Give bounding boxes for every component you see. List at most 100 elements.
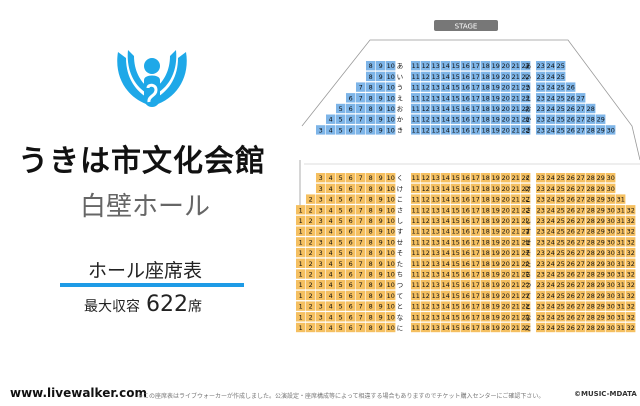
seat: 17 [471,290,481,301]
capacity-label: 最大収容 [84,299,140,315]
svg-text:8: 8 [369,249,373,257]
seat: 16 [461,301,471,311]
seat: 5 [336,226,346,236]
seat: 10 [386,312,396,322]
seat: 22 [521,82,531,92]
svg-text:14: 14 [442,313,450,321]
row-label: そ [525,249,531,257]
svg-text:22: 22 [522,238,530,246]
seat: 11 [411,71,421,82]
svg-text:20: 20 [502,126,510,134]
seat: 13 [431,183,441,194]
seat: 30 [606,247,616,258]
svg-text:8: 8 [369,116,373,124]
svg-text:24: 24 [547,281,555,289]
svg-text:23: 23 [537,105,545,113]
seat: 8 [366,61,376,71]
svg-text:28: 28 [587,303,595,311]
seat: 24 [546,71,556,82]
svg-text:14: 14 [442,196,450,204]
svg-text:8: 8 [369,94,373,102]
svg-text:9: 9 [379,116,383,124]
svg-text:22: 22 [522,196,530,204]
seat: 22 [521,322,531,333]
svg-text:14: 14 [442,84,450,92]
seat: 14 [441,269,451,279]
seat: 20 [501,215,511,226]
svg-text:1: 1 [299,260,303,268]
seat: 18 [481,61,491,71]
svg-text:13: 13 [432,281,440,289]
seat: 20 [501,322,511,333]
seat: 12 [421,114,431,124]
seat: 23 [536,280,546,290]
seat: 21 [511,290,521,301]
seat: 16 [461,269,471,279]
svg-text:22: 22 [522,84,530,92]
seat: 13 [431,215,441,226]
svg-text:2: 2 [309,271,313,279]
seat: 16 [461,280,471,290]
svg-text:20: 20 [502,281,510,289]
svg-text:9: 9 [379,260,383,268]
seat: 23 [536,247,546,258]
svg-text:12: 12 [422,324,430,332]
svg-text:12: 12 [422,185,430,193]
svg-text:29: 29 [597,185,605,193]
svg-text:3: 3 [319,174,323,182]
svg-text:19: 19 [492,196,500,204]
svg-text:1: 1 [299,303,303,311]
seat: 21 [511,103,521,114]
svg-text:11: 11 [412,292,420,300]
svg-text:3: 3 [319,206,323,214]
svg-text:10: 10 [387,303,395,311]
seat: 1 [296,215,306,226]
seat: 6 [346,125,356,135]
svg-text:16: 16 [462,228,470,236]
svg-text:8: 8 [369,206,373,214]
seat: 3 [316,226,326,236]
svg-text:14: 14 [442,206,450,214]
svg-text:14: 14 [442,126,450,134]
svg-text:23: 23 [537,174,545,182]
seat: 18 [481,280,491,290]
svg-text:20: 20 [502,105,510,113]
seat: 29 [596,269,606,279]
svg-text:3: 3 [319,324,323,332]
seat: 28 [586,312,596,322]
seat: 3 [316,173,326,183]
svg-text:32: 32 [627,303,635,311]
svg-text:2: 2 [309,249,313,257]
svg-text:29: 29 [597,313,605,321]
seat: 27 [576,226,586,236]
seat: 22 [521,215,531,226]
seat: 14 [441,322,451,333]
svg-text:25: 25 [557,303,565,311]
svg-text:2: 2 [309,206,313,214]
svg-text:15: 15 [452,62,460,70]
seat: 6 [346,237,356,247]
svg-text:13: 13 [432,249,440,257]
svg-text:2: 2 [309,238,313,246]
seat: 19 [491,247,501,258]
seat: 20 [501,71,511,82]
svg-text:30: 30 [607,217,615,225]
svg-text:18: 18 [482,238,490,246]
svg-text:5: 5 [339,281,343,289]
svg-text:24: 24 [547,228,555,236]
svg-text:31: 31 [617,324,625,332]
svg-text:3: 3 [319,281,323,289]
hall-title: うきは市文化会館 [18,144,266,179]
svg-text:23: 23 [537,196,545,204]
seat: 20 [501,269,511,279]
seat: 30 [606,290,616,301]
seat: 21 [511,215,521,226]
svg-text:17: 17 [472,324,480,332]
seat: 27 [576,322,586,333]
svg-text:29: 29 [597,271,605,279]
seat: 19 [491,61,501,71]
svg-text:6: 6 [349,260,353,268]
svg-text:19: 19 [492,249,500,257]
seat: 4 [326,205,336,215]
svg-text:5: 5 [339,324,343,332]
